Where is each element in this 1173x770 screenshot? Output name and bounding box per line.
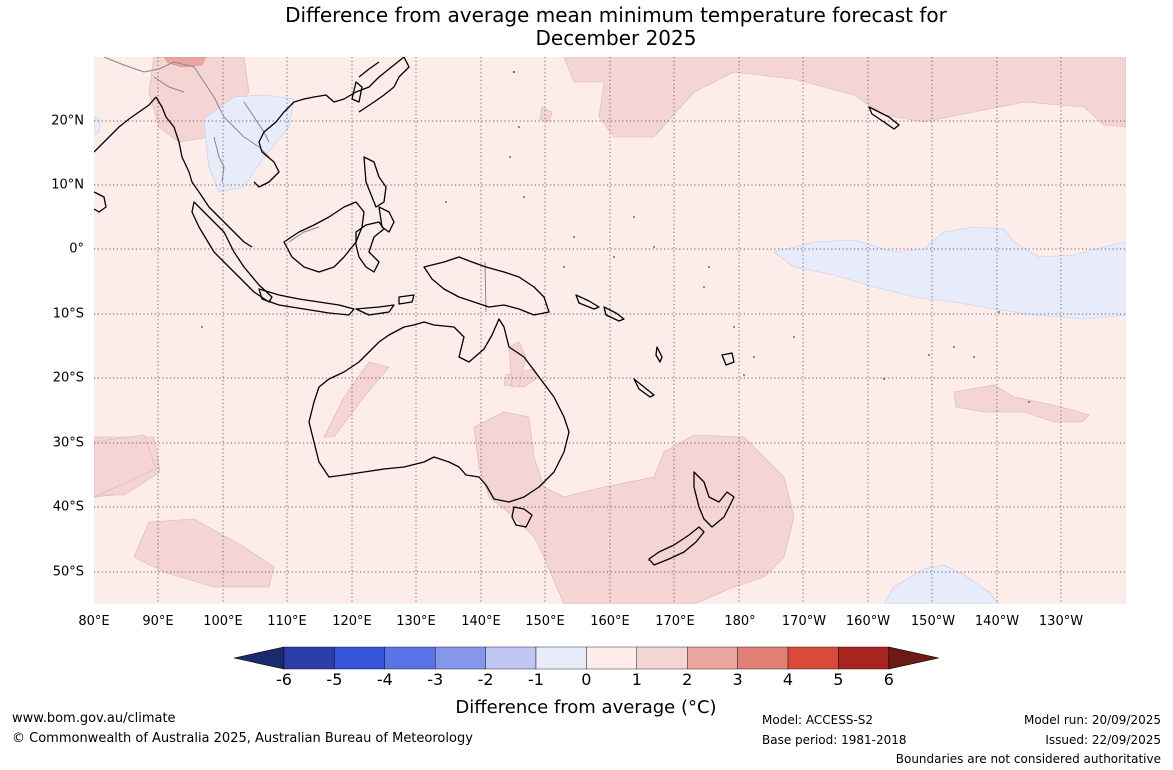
lon-label-180: 180° [724,614,756,629]
colorbar-cell-8 [687,646,738,670]
colorbar-cell-1 [334,646,386,670]
colorbar-tick: -1 [528,670,544,689]
issued-date: Issued: 22/09/2025 [1045,733,1161,747]
lat-label-20n: 20°N [51,113,84,129]
colorbar-tick: 1 [631,670,642,689]
coastlines [94,57,900,566]
colorbar-tick: -6 [276,670,292,689]
forecast-map [94,57,1126,604]
boundaries-disclaimer: Boundaries are not considered authoritat… [895,752,1161,766]
lon-label-110e: 110°E [267,614,307,629]
lon-label-160e: 160°E [590,614,630,629]
website-link[interactable]: www.bom.gov.au/climate [12,711,176,726]
colorbar-extend-high [888,646,939,670]
lon-label-130w: 130°W [1038,614,1084,629]
lon-label-150w: 150°W [910,614,956,629]
lon-label-160w: 160°W [845,614,891,629]
colorbar-cell-5 [535,646,587,670]
colorbar-cell-3 [434,646,486,670]
colorbar-cell-7 [636,646,688,670]
colorbar-cell-4 [485,646,537,670]
colorbar-label: Difference from average (°C) [455,697,717,718]
lon-label-170w: 170°W [781,614,827,629]
lon-label-140w: 140°W [974,614,1020,629]
model-run-date: Model run: 20/09/2025 [1023,713,1161,727]
lat-label-50s: 50°S [52,564,84,580]
lon-label-90e: 90°E [142,614,174,629]
colorbar-cell-10 [787,646,839,670]
lat-label-40s: 40°S [52,499,84,515]
copyright-text: © Commonwealth of Australia 2025, Austra… [12,731,473,746]
lon-label-100e: 100°E [203,614,243,629]
lon-label-150e: 150°E [525,614,565,629]
warm-anomaly-regions [94,57,1126,604]
lat-label-10s: 10°S [52,306,84,322]
title-line-1: Difference from average mean minimum tem… [285,3,947,27]
lat-label-0: 0° [69,241,84,257]
lon-label-120e: 120°E [332,614,372,629]
lat-label-20s: 20°S [52,370,84,386]
colorbar-tick: -3 [427,670,444,689]
model-name: Model: ACCESS-S2 [762,713,874,727]
colorbar-tick: -5 [326,670,343,689]
base-period: Base period: 1981-2018 [762,733,907,747]
australasia-coastline-map-icon [94,57,1126,604]
colorbar-tick: -4 [376,670,393,689]
colorbar-tick: -2 [477,670,494,689]
colorbar-tick: 0 [581,670,592,689]
colorbar-cell-11 [838,646,890,670]
colorbar-tick: 5 [833,670,844,689]
lon-label-170e: 170°E [655,614,695,629]
colorbar-tick: 3 [732,670,743,689]
colorbar-extend-low [234,646,285,670]
lon-label-140e: 140°E [461,614,501,629]
colorbar-tick: 2 [682,670,693,689]
colorbar-cell-2 [384,646,436,670]
colorbar-tick: 4 [782,670,794,689]
colorbar [234,646,939,670]
colorbar-cell-6 [586,646,637,670]
lat-label-10n: 10°N [51,177,84,193]
lat-label-30s: 30°S [52,435,84,451]
lon-label-130e: 130°E [396,614,436,629]
graticule [94,57,1126,604]
lon-label-80e: 80°E [78,614,110,629]
colorbar-tick: 6 [883,670,894,689]
chart-title: Difference from average mean minimum tem… [0,4,1173,50]
title-line-2: December 2025 [535,26,697,50]
small-islands [201,71,1030,561]
colorbar-cell-0 [283,646,335,670]
colorbar-cell-9 [737,646,789,670]
